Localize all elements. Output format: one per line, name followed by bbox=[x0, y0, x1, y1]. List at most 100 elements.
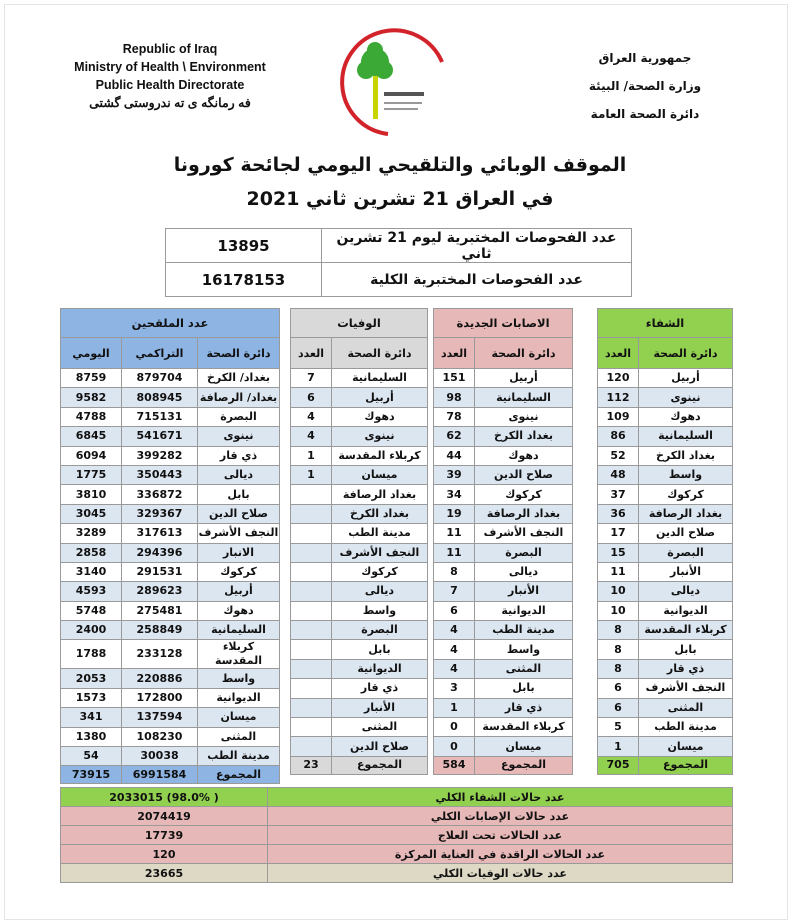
count-cell: 17 bbox=[597, 523, 639, 544]
table-row: السليمانية 258849 2400 bbox=[60, 620, 280, 641]
directorate-cell: ميسان bbox=[197, 707, 280, 728]
directorate-cell: السليمانية bbox=[331, 367, 428, 389]
table-row: نينوى 78 bbox=[433, 406, 573, 428]
directorate-cell: دهوك bbox=[638, 406, 733, 428]
table-row: المثنى bbox=[290, 717, 428, 738]
directorate-cell: بابل bbox=[331, 639, 428, 660]
table-row: بغداد الرصافة bbox=[290, 484, 428, 505]
directorate-cell: كركوك bbox=[331, 561, 428, 583]
directorate-cell: نينوى bbox=[331, 426, 428, 447]
count-cell: 1 bbox=[290, 445, 332, 466]
table-row: عدد الفحوصات المختبرية ليوم 21 تشرين ثان… bbox=[165, 228, 632, 263]
total-label: المجموع bbox=[638, 755, 733, 775]
table-title: الشفاء bbox=[597, 308, 733, 338]
summary-row: عدد حالات الوفيات الكلي 23665 bbox=[60, 863, 733, 883]
total-cumulative: 6991584 bbox=[121, 765, 198, 785]
table-row: صلاح الدين 39 bbox=[433, 464, 573, 486]
table-row: البصرة 715131 4788 bbox=[60, 406, 280, 428]
count-cell: 62 bbox=[433, 426, 475, 447]
table-row: واسط 220886 2053 bbox=[60, 668, 280, 689]
cumulative-cell: 30038 bbox=[121, 746, 198, 767]
total-value: 23 bbox=[290, 755, 332, 775]
table-row: دهوك 44 bbox=[433, 445, 573, 466]
count-cell: 1 bbox=[597, 736, 639, 757]
daily-cell: 1573 bbox=[60, 687, 122, 709]
table-row: أربيل 120 bbox=[597, 367, 733, 389]
count-cell bbox=[290, 717, 332, 738]
directorate-cell: ميسان bbox=[638, 736, 733, 757]
total-value: 705 bbox=[597, 755, 639, 775]
table-row: ذي قار 399282 6094 bbox=[60, 445, 280, 466]
table-row: مدينة الطب 30038 54 bbox=[60, 746, 280, 767]
count-cell bbox=[290, 697, 332, 719]
count-cell: 4 bbox=[433, 639, 475, 660]
column-header-row: دائرة الصحة العدد bbox=[433, 337, 573, 369]
count-cell: 11 bbox=[597, 561, 639, 583]
table-row: الأنبار 7 bbox=[433, 581, 573, 602]
directorate-cell: ذي قار bbox=[474, 697, 573, 719]
column-header: دائرة الصحة bbox=[474, 337, 573, 369]
header-row: الاصابات الجديدة bbox=[433, 308, 573, 338]
directorate-cell: ذي قار bbox=[197, 445, 280, 466]
cumulative-cell: 220886 bbox=[121, 668, 198, 689]
count-cell: 8 bbox=[433, 561, 475, 583]
table-row: ديالى bbox=[290, 581, 428, 602]
directorate-cell: بابل bbox=[197, 484, 280, 505]
table-row: بابل 336872 3810 bbox=[60, 484, 280, 505]
total-value: 584 bbox=[433, 755, 475, 775]
cumulative-cell: 541671 bbox=[121, 426, 198, 447]
count-cell: 0 bbox=[433, 736, 475, 757]
directorate-cell: أربيل bbox=[331, 387, 428, 408]
daily-cell: 9582 bbox=[60, 387, 122, 408]
table-row: عدد الفحوصات المختبرية الكلية 16178153 bbox=[165, 262, 632, 297]
directorate-cell: كركوك bbox=[197, 561, 280, 583]
table-row: ديالى 8 bbox=[433, 561, 573, 583]
tests-label: عدد الفحوصات المختبرية الكلية bbox=[321, 262, 632, 297]
daily-cell: 1788 bbox=[60, 639, 122, 670]
daily-cell: 3810 bbox=[60, 484, 122, 505]
summary-value: 2074419 bbox=[60, 806, 268, 826]
directorate-cell: الديوانية bbox=[638, 600, 733, 622]
total-label: المجموع bbox=[474, 755, 573, 775]
count-cell: 4 bbox=[290, 426, 332, 447]
table-row: ميسان 137594 341 bbox=[60, 707, 280, 728]
table-foot: المجموع 705 bbox=[597, 755, 733, 775]
table-row: كربلاء المقدسة 1 bbox=[290, 445, 428, 466]
daily-cell: 3045 bbox=[60, 503, 122, 525]
table-title: الاصابات الجديدة bbox=[433, 308, 573, 338]
table-row: ذي قار bbox=[290, 678, 428, 699]
table-row: كربلاء المقدسة 8 bbox=[597, 620, 733, 641]
directorate-cell: واسط bbox=[197, 668, 280, 689]
total-row: المجموع 6991584 73915 bbox=[60, 765, 280, 785]
column-header: دائرة الصحة bbox=[638, 337, 733, 369]
summary-label: عدد الحالات الراقدة في العناية المركزة bbox=[267, 844, 733, 864]
daily-cell: 6094 bbox=[60, 445, 122, 466]
count-cell bbox=[290, 620, 332, 641]
column-header: العدد bbox=[597, 337, 639, 369]
directorate-cell: المثنى bbox=[331, 717, 428, 738]
directorate-cell: واسط bbox=[638, 464, 733, 486]
daily-cell: 54 bbox=[60, 746, 122, 767]
count-cell: 6 bbox=[290, 387, 332, 408]
table-body: أربيل 120 نينوى 112 دهوك 109 السليمانية 86 بغداد… bbox=[597, 367, 733, 757]
directorate-cell: ديالى bbox=[197, 464, 280, 486]
report-title: الموقف الوبائي والتلقيحي اليومي لجائحة ك… bbox=[120, 148, 680, 216]
summary-row: عدد الحالات الراقدة في العناية المركزة 12… bbox=[60, 844, 733, 864]
cumulative-cell: 879704 bbox=[121, 367, 198, 389]
header-row: عدد الملقحين bbox=[60, 308, 280, 338]
header-english: Republic of Iraq Ministry of Health \ En… bbox=[20, 40, 320, 112]
total-row: المجموع 705 bbox=[597, 755, 733, 775]
header-en-line: Republic of Iraq bbox=[122, 42, 218, 56]
count-cell: 8 bbox=[597, 658, 639, 680]
summary-label: عدد حالات الإصابات الكلي bbox=[267, 806, 733, 826]
cumulative-cell: 329367 bbox=[121, 503, 198, 525]
total-row: المجموع 23 bbox=[290, 755, 428, 775]
table-row: ميسان 1 bbox=[597, 736, 733, 757]
directorate-cell: النجف الأشرف bbox=[638, 678, 733, 699]
table-row: كركوك 34 bbox=[433, 484, 573, 505]
directorate-cell: أربيل bbox=[197, 581, 280, 602]
table-row: مدينة الطب 4 bbox=[433, 620, 573, 641]
table-head: الاصابات الجديدة دائرة الصحة العدد bbox=[433, 308, 573, 369]
table-title: الوفيات bbox=[290, 308, 428, 338]
summary-value: 17739 bbox=[60, 825, 268, 845]
